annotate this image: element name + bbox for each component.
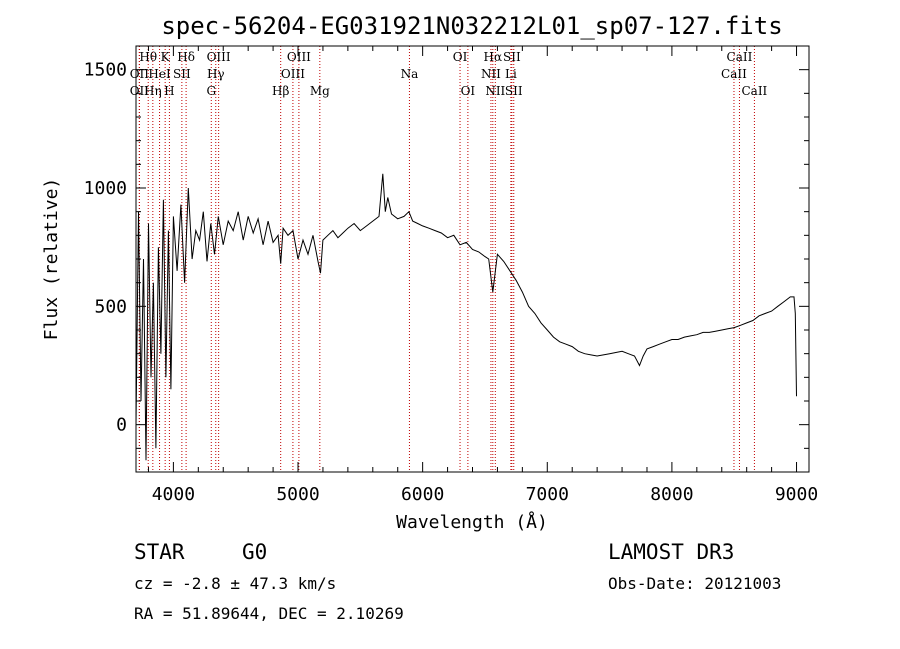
line-marker-label: Li — [505, 67, 517, 81]
line-marker-label: OII — [130, 67, 150, 81]
plot-frame — [135, 45, 810, 473]
x-axis-ticks: 4000 5000 6000 7000 8000 9000 — [147, 46, 818, 505]
line-marker-label: NII — [485, 84, 505, 98]
line-marker-label: Hγ — [207, 67, 225, 81]
spectrum-line — [135, 173, 797, 461]
obs-date: Obs-Date: 20121003 — [608, 574, 781, 593]
line-marker-label: SII — [503, 50, 521, 64]
y-axis-label: Flux (relative) — [41, 178, 62, 341]
x-tick-label: 4000 — [152, 484, 195, 505]
subclass: G0 — [242, 540, 267, 564]
emission-line-markers — [138, 46, 755, 472]
survey-name: LAMOST DR3 — [608, 540, 734, 564]
line-marker-label: Mg — [310, 84, 330, 98]
line-marker-label: HeI — [148, 67, 171, 81]
line-marker-label: OIII — [207, 50, 231, 64]
redshift-info: cz = -2.8 ± 47.3 km/s — [134, 574, 336, 593]
line-marker-label: OII — [130, 84, 150, 98]
y-axis-ticks: 0 500 1000 1500 — [84, 45, 809, 473]
chart-title: spec-56204-EG031921N032212L01_sp07-127.f… — [161, 12, 782, 40]
x-axis-label: Wavelength (Å) — [396, 511, 548, 533]
object-class: STAR — [134, 540, 185, 564]
line-marker-label: CaII — [741, 84, 767, 98]
y-tick-label: 1000 — [84, 178, 127, 199]
line-marker-label: Hβ — [272, 84, 289, 98]
x-tick-label: 5000 — [276, 484, 319, 505]
line-marker-label: OI — [461, 84, 476, 98]
line-marker-label: NII — [481, 67, 501, 81]
x-tick-label: 6000 — [401, 484, 444, 505]
emission-line-labels: OII OII Hθ Hη HeI K H SII Hδ G Hγ OIII Hβ OIII OIII Mg N… — [130, 50, 768, 98]
line-marker-label: SII — [505, 84, 523, 98]
y-tick-label: 0 — [116, 415, 127, 436]
coordinates: RA = 51.89644, DEC = 2.10269 — [134, 604, 404, 623]
line-marker-label: Hη — [144, 84, 162, 98]
line-marker-label: K — [161, 50, 171, 64]
line-marker-label: CaII — [727, 50, 753, 64]
x-tick-label: 8000 — [650, 484, 693, 505]
line-marker-label: G — [206, 84, 216, 98]
line-marker-label: Hθ — [139, 50, 157, 64]
line-marker-label: OIII — [287, 50, 311, 64]
line-marker-label: Hα — [484, 50, 503, 64]
line-marker-label: Na — [401, 67, 419, 81]
line-marker-label: Hδ — [177, 50, 195, 64]
x-tick-label: 7000 — [526, 484, 569, 505]
line-marker-label: H — [164, 84, 174, 98]
y-tick-label: 500 — [94, 296, 127, 317]
y-tick-label: 1500 — [84, 60, 127, 81]
line-marker-label: CaII — [721, 67, 747, 81]
line-marker-label: OIII — [281, 67, 305, 81]
line-marker-label: SII — [173, 67, 191, 81]
line-marker-label: OI — [453, 50, 468, 64]
x-tick-label: 9000 — [775, 484, 818, 505]
